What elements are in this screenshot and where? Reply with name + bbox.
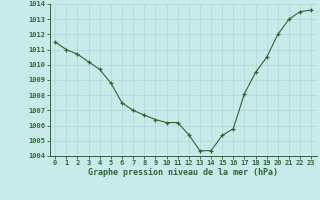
X-axis label: Graphe pression niveau de la mer (hPa): Graphe pression niveau de la mer (hPa) bbox=[88, 168, 278, 177]
